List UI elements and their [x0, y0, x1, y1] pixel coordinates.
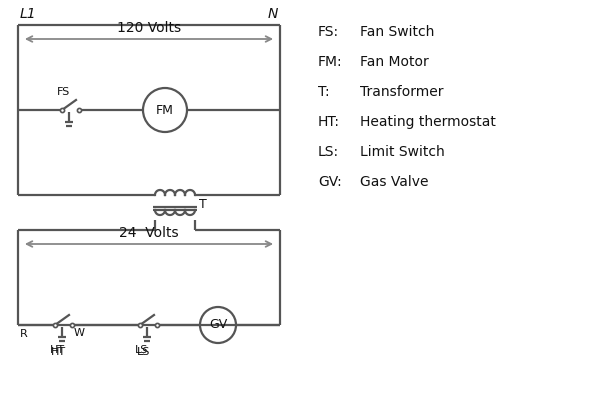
Text: FS:: FS:	[318, 25, 339, 39]
Text: FM: FM	[156, 104, 174, 116]
Text: FM:: FM:	[318, 55, 343, 69]
Text: L1: L1	[20, 7, 37, 21]
Text: FS: FS	[57, 87, 71, 97]
Text: HT: HT	[50, 345, 64, 355]
Text: Heating thermostat: Heating thermostat	[360, 115, 496, 129]
Text: Gas Valve: Gas Valve	[360, 175, 428, 189]
Text: Fan Motor: Fan Motor	[360, 55, 429, 69]
Text: W: W	[74, 328, 85, 338]
Text: LS:: LS:	[318, 145, 339, 159]
Text: Limit Switch: Limit Switch	[360, 145, 445, 159]
Text: GV:: GV:	[318, 175, 342, 189]
Text: N: N	[268, 7, 278, 21]
Text: HT:: HT:	[318, 115, 340, 129]
Text: Transformer: Transformer	[360, 85, 444, 99]
Text: Fan Switch: Fan Switch	[360, 25, 434, 39]
Text: HT: HT	[51, 347, 66, 357]
Text: T:: T:	[318, 85, 330, 99]
Text: 120 Volts: 120 Volts	[117, 21, 181, 35]
Text: T: T	[199, 198, 206, 212]
Text: LS: LS	[137, 347, 150, 357]
Text: 24  Volts: 24 Volts	[119, 226, 179, 240]
Text: R: R	[20, 329, 28, 339]
Text: LS: LS	[135, 345, 149, 355]
Text: GV: GV	[209, 318, 227, 332]
